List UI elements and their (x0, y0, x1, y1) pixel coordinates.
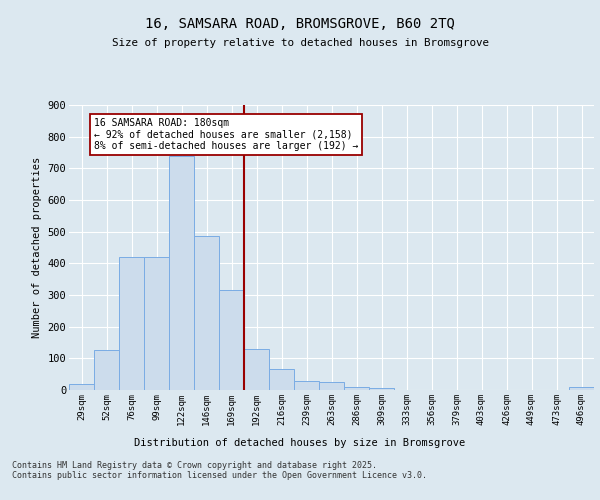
Bar (569, 388, 594, 390)
Bar (269, 370, 294, 390)
Y-axis label: Number of detached properties: Number of detached properties (32, 157, 42, 338)
Text: Contains public sector information licensed under the Open Government Licence v3: Contains public sector information licen… (12, 472, 427, 480)
Text: 16, SAMSARA ROAD, BROMSGROVE, B60 2TQ: 16, SAMSARA ROAD, BROMSGROVE, B60 2TQ (145, 18, 455, 32)
Bar (119, 257, 144, 390)
Bar (194, 236, 219, 390)
Bar (144, 257, 169, 390)
Bar (344, 387, 369, 390)
Text: 16 SAMSARA ROAD: 180sqm
← 92% of detached houses are smaller (2,158)
8% of semi-: 16 SAMSARA ROAD: 180sqm ← 92% of detache… (94, 118, 358, 151)
Bar (244, 349, 269, 390)
Text: Contains HM Land Registry data © Crown copyright and database right 2025.: Contains HM Land Registry data © Crown c… (12, 462, 377, 470)
Bar (294, 380, 319, 390)
Bar (219, 290, 244, 390)
Text: Size of property relative to detached houses in Bromsgrove: Size of property relative to detached ho… (112, 38, 488, 48)
Bar (319, 382, 344, 390)
Text: Distribution of detached houses by size in Bromsgrove: Distribution of detached houses by size … (134, 438, 466, 448)
Bar (69, 384, 94, 390)
Bar (94, 350, 119, 390)
Bar (369, 388, 394, 390)
Bar (169, 156, 194, 390)
